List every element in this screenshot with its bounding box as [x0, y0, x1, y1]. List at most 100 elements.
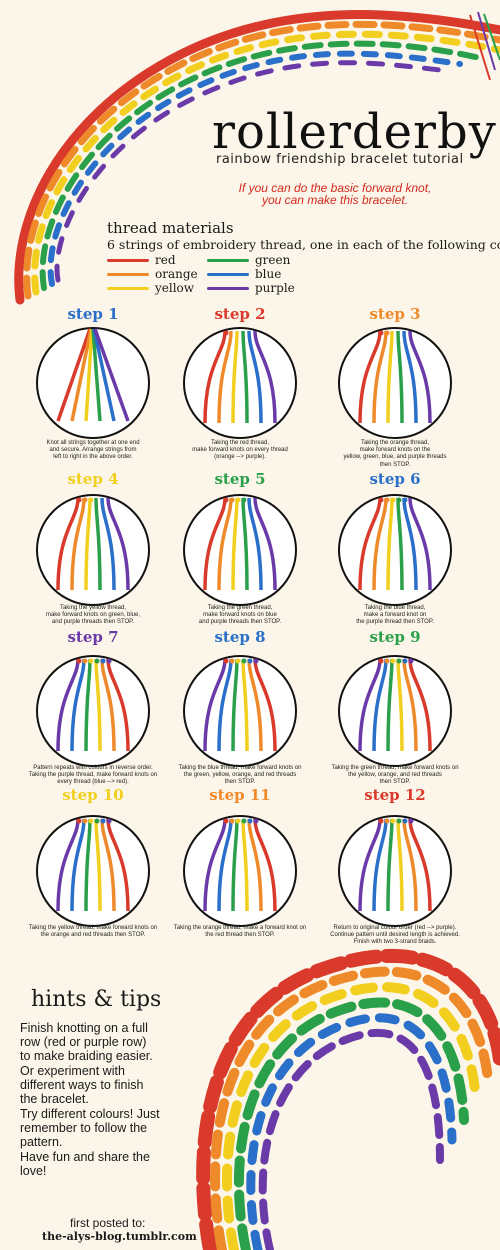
legend-swatch: [207, 258, 249, 262]
intro-text-line-2: you can make this bracelet.: [261, 193, 409, 207]
caption-line: (orange --> purple).: [214, 454, 266, 461]
legend-item-blue: blue: [207, 267, 281, 281]
step-label: step 11: [209, 786, 271, 804]
legend-item-red: red: [107, 253, 176, 267]
step-caption: Return to original colour order (red -->…: [320, 925, 470, 947]
caption-line: then STOP.: [379, 779, 411, 786]
step-diagram: [183, 494, 297, 606]
tip-line: Have fun and share the: [20, 1150, 150, 1164]
caption-line: then STOP.: [379, 461, 411, 468]
step-caption: Taking the red thread, make forward knots…: [165, 440, 315, 462]
caption-line: Return to original colour order (red -->…: [333, 925, 457, 931]
step-label: step 10: [62, 786, 124, 804]
posted-site: the-alys-blog.tumblr.com: [42, 1230, 197, 1243]
step-caption: Taking the blue thread, make a forward kn…: [320, 605, 470, 627]
tip-line: the bracelet.: [20, 1091, 89, 1106]
materials-description: 6 strings of embroidery thread, one in e…: [107, 237, 500, 252]
step-diagram: [338, 815, 452, 927]
caption-line: Taking the green thread, make forward kn…: [331, 765, 459, 771]
bracelet-photo-bottom: [196, 948, 500, 1250]
page-subtitle: rainbow friendship bracelet tutorial: [216, 152, 464, 167]
caption-line: Taking the blue thread,: [364, 605, 426, 611]
caption-line: make forward knots on blue: [203, 612, 277, 619]
step-diagram: [338, 327, 452, 439]
legend-item-yellow: yellow: [107, 281, 194, 295]
tip-item: Try different colours! Just remember to f…: [20, 1107, 190, 1149]
step-caption: Taking the yellow thread, make forward kn…: [18, 605, 168, 627]
legend-label: purple: [255, 281, 295, 295]
step-caption: Taking the yellow thread, make forward k…: [18, 925, 168, 939]
caption-line: every thread (blue --> red).: [57, 779, 129, 786]
legend-label: yellow: [155, 281, 195, 295]
intro-text-line-1: If you can do the basic forward knot,: [238, 181, 432, 195]
posted-label: first posted to:: [70, 1216, 146, 1230]
step-diagram: [338, 655, 452, 767]
caption-line: make forward knots on every thread: [192, 447, 288, 454]
caption-line: Taking the blue thread, make forward kno…: [178, 765, 302, 771]
caption-line: Taking the yellow thread,: [59, 605, 127, 611]
caption-line: Taking the green thread,: [207, 605, 273, 611]
step-label: step 9: [369, 628, 421, 646]
step-label: step 2: [214, 305, 266, 323]
tip-line: Try different colours! Just: [20, 1107, 160, 1121]
caption-line: make forward knots on the: [359, 447, 431, 454]
legend-swatch: [207, 272, 249, 276]
tip-line: remember to follow the: [20, 1120, 148, 1135]
caption-line: Pattern repeats with colours in reverse …: [33, 765, 153, 771]
tip-item: Have fun and share the love!: [20, 1150, 190, 1179]
tip-item: Finish knotting on a full row (red or pur…: [20, 1021, 190, 1063]
caption-line: Continue pattern until desired length is…: [330, 932, 460, 939]
step-label: step 8: [214, 628, 266, 646]
tip-line: Or experiment with: [20, 1064, 125, 1078]
legend-label: red: [155, 253, 176, 267]
hints-title: hints & tips: [31, 987, 162, 1012]
caption-line: yellow, green, blue, and purple threads: [343, 454, 447, 461]
step-diagram: [183, 327, 297, 439]
caption-line: Finish with two 3-strand braids.: [353, 939, 437, 946]
step-label: step 12: [364, 786, 426, 804]
legend-item-purple: purple: [207, 281, 295, 295]
legend-label: blue: [255, 267, 282, 281]
caption-line: the purple thread then STOP.: [356, 619, 434, 626]
caption-line: Knot all strings together at one end: [46, 440, 140, 446]
step-label: step 7: [67, 628, 119, 646]
caption-line: Taking the yellow thread, make forward k…: [28, 925, 158, 931]
tip-line: different ways to finish: [20, 1077, 144, 1092]
materials-title: thread materials: [107, 219, 234, 237]
step-diagram: [338, 494, 452, 606]
caption-line: make a forward knot on: [363, 612, 427, 619]
caption-line: the yellow, orange, and red threads: [348, 772, 442, 779]
page-title: rollerderby!: [212, 104, 500, 160]
legend-item-orange: orange: [107, 267, 198, 281]
caption-line: Taking the orange thread, make a forward…: [173, 925, 307, 931]
step-diagram: [36, 494, 150, 606]
step-diagram: [183, 815, 297, 927]
step-diagram: [183, 655, 297, 767]
step-caption: Knot all strings together at one end and …: [18, 440, 168, 462]
legend-item-green: green: [207, 253, 290, 267]
tip-line: pattern.: [20, 1134, 63, 1149]
caption-line: Taking the red thread,: [210, 440, 270, 446]
tip-line: row (red or purple row): [20, 1034, 147, 1049]
legend-swatch: [107, 286, 149, 290]
step-caption: Taking the blue thread, make forward kno…: [165, 765, 315, 787]
caption-line: Taking the purple thread, make forward k…: [28, 772, 158, 779]
caption-line: then STOP.: [224, 779, 256, 786]
tip-line: to make braiding easier.: [20, 1048, 153, 1063]
legend-swatch: [107, 272, 149, 276]
legend-swatch: [207, 286, 249, 290]
legend-swatch: [107, 258, 149, 262]
step-label: step 4: [67, 470, 119, 488]
tip-item: Or experiment with different ways to fini…: [20, 1064, 190, 1106]
step-diagram: [36, 327, 150, 439]
step-label: step 1: [67, 305, 119, 323]
step-caption: Taking the green thread, make forward kn…: [320, 765, 470, 787]
caption-line: left to right in the above order.: [53, 454, 133, 461]
step-caption: Taking the green thread, make forward kno…: [165, 605, 315, 627]
caption-line: the orange and red threads then STOP.: [40, 932, 146, 939]
step-caption: Taking the orange thread, make forward kn…: [320, 440, 470, 469]
tip-line: love!: [20, 1163, 47, 1178]
step-diagram: [36, 655, 150, 767]
step-diagram: [36, 815, 150, 927]
step-caption: Pattern repeats with colours in reverse …: [18, 765, 168, 787]
